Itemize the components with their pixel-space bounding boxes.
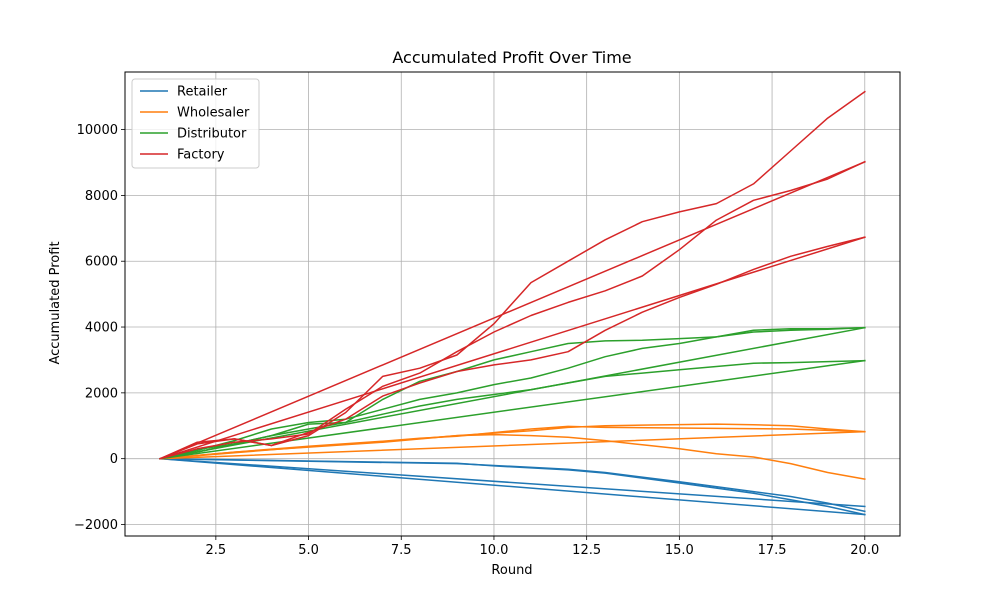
legend-label-wholesaler: Wholesaler — [177, 106, 250, 121]
x-tick-label: 17.5 — [758, 543, 787, 558]
x-axis: 2.5 5.0 7.5 10.0 12.5 15.0 17.5 20.0 — [206, 536, 879, 558]
plot-lines — [159, 90, 866, 516]
series-line-retailer — [159, 457, 866, 516]
series-line-distributor — [159, 326, 866, 460]
y-tick-label: 10000 — [77, 123, 118, 138]
series-line-distributor — [159, 359, 866, 460]
y-axis-label: Accumulated Profit — [48, 241, 63, 364]
series-line-distributor — [159, 359, 866, 460]
series-line-retailer — [159, 457, 866, 508]
legend: Retailer Wholesaler Distributor Factory — [131, 78, 260, 169]
series-line-distributor — [159, 326, 866, 460]
x-tick-label: 2.5 — [206, 543, 227, 558]
x-tick-label: 10.0 — [479, 543, 508, 558]
y-axis: −2000 0 2000 4000 6000 8000 10000 — [74, 123, 125, 533]
plot-frame — [124, 71, 901, 537]
x-tick-label: 5.0 — [298, 543, 319, 558]
y-tick-label: −2000 — [74, 518, 118, 533]
chart-title: Accumulated Profit Over Time — [392, 48, 631, 67]
x-tick-label: 15.0 — [665, 543, 694, 558]
legend-label-retailer: Retailer — [177, 85, 228, 100]
x-tick-label: 12.5 — [572, 543, 601, 558]
y-tick-label: 0 — [110, 452, 118, 467]
series-line-factory — [159, 236, 866, 460]
y-tick-label: 8000 — [85, 189, 118, 204]
series-line-factory — [159, 160, 866, 460]
y-tick-label: 4000 — [85, 321, 118, 336]
x-tick-label: 20.0 — [850, 543, 879, 558]
y-tick-label: 2000 — [85, 386, 118, 401]
series-line-factory — [159, 160, 866, 460]
series-line-wholesaler — [159, 430, 866, 460]
series-line-factory — [159, 236, 866, 460]
y-tick-label: 6000 — [85, 255, 118, 270]
series-line-distributor — [159, 326, 866, 460]
x-axis-label: Round — [491, 563, 532, 578]
legend-box — [131, 78, 260, 169]
series-line-wholesaler — [159, 433, 866, 480]
x-tick-label: 7.5 — [391, 543, 412, 558]
legend-label-distributor: Distributor — [177, 127, 247, 142]
series-line-retailer — [159, 457, 866, 516]
legend-label-factory: Factory — [177, 148, 225, 163]
